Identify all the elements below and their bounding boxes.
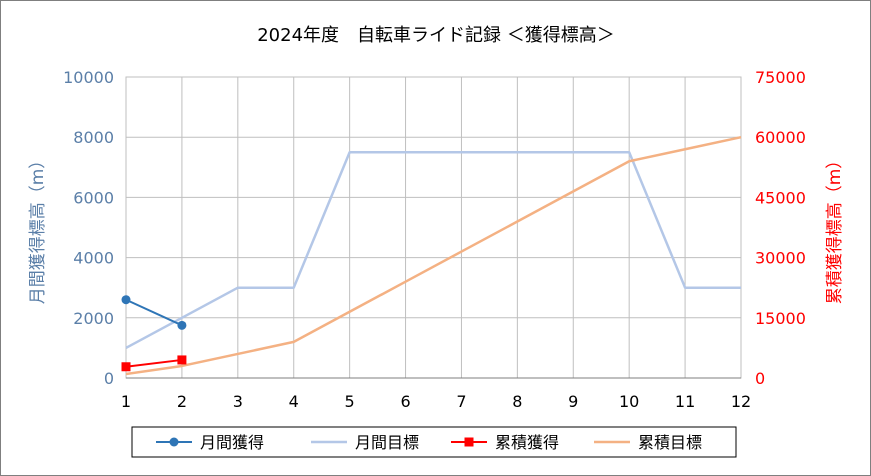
legend: 月間獲得 月間目標 累積獲得 累積目標 [131,426,737,458]
x-tick-label: 9 [568,392,578,411]
y-axis-left-label: 月間獲得標高（m） [28,152,48,305]
x-tick-label: 1 [121,392,131,411]
legend-label-1: 月間獲得 [200,433,264,452]
series-line-4 [125,135,742,376]
chart-title: 2024年度 自転車ライド記録 ＜獲得標高＞ [257,25,615,46]
plot-area [125,76,742,379]
x-tick-label: 3 [233,392,243,411]
x-tick-label: 10 [619,392,639,411]
y-left-tick-label: 0 [104,369,114,388]
y-right-tick-label: 60000 [755,128,806,147]
x-tick-label: 8 [512,392,522,411]
y-right-tick-label: 30000 [755,249,806,268]
x-tick-label: 7 [456,392,466,411]
series-line-3 [125,358,183,368]
data-point [121,295,131,305]
legend-label-2: 月間目標 [355,433,419,452]
y-left-tick-label: 8000 [73,128,114,147]
series [121,135,742,376]
data-point [121,362,131,372]
axes: 0 2000 4000 6000 8000 10000 0 15000 30000 45000 60… [63,68,806,411]
y-left-tick-label: 6000 [73,188,114,207]
y-left-tick-label: 2000 [73,309,114,328]
legend-marker [464,437,474,447]
series-line-2 [125,151,741,350]
x-tick-label: 4 [289,392,299,411]
y-right-tick-label: 45000 [755,188,806,207]
legend-marker [169,437,179,447]
series-line-1 [125,298,183,327]
legend-box [131,426,737,458]
y-right-tick-label: 0 [755,369,765,388]
y-right-tick-label: 75000 [755,68,806,87]
legend-label-3: 累積獲得 [495,433,559,452]
x-tick-label: 11 [675,392,695,411]
y-left-tick-label: 4000 [73,249,114,268]
legend-label-4: 累積目標 [638,433,702,452]
y-right-tick-label: 15000 [755,309,806,328]
y-axis-right-label: 累積獲得標高（m） [825,152,845,305]
x-tick-label: 12 [731,392,751,411]
data-point [177,320,187,330]
x-tick-label: 2 [177,392,187,411]
data-point [177,355,187,365]
x-tick-label: 6 [400,392,410,411]
grid [125,76,742,379]
x-tick-label: 5 [345,392,355,411]
y-left-tick-label: 10000 [63,68,114,87]
